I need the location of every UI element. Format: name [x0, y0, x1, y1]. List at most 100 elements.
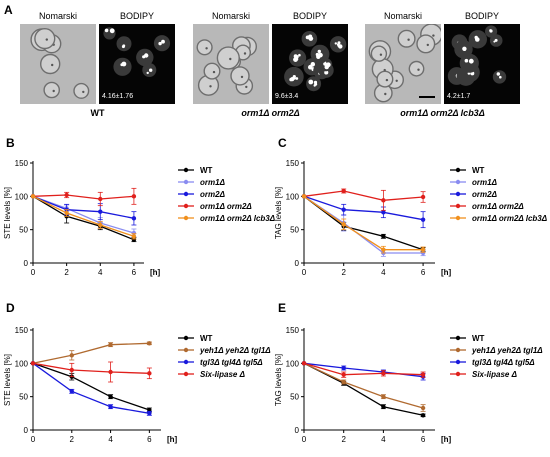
y-axis-label: STE levels [%]: [3, 354, 12, 406]
strain-label: orm1Δ orm2Δ: [241, 108, 300, 118]
nomarski-label: Nomarski: [383, 11, 422, 21]
data-point: [30, 194, 36, 199]
series-line: [303, 362, 424, 409]
x-axis-label: [h]: [441, 435, 452, 444]
data-point: [64, 192, 69, 198]
y-tick-label: 50: [290, 226, 299, 235]
data-point: [147, 341, 152, 346]
legend-swatch-point: [183, 191, 189, 197]
y-axis-label: TAG levels [%]: [274, 187, 283, 239]
x-tick-label: 6: [421, 435, 426, 444]
chart-c: C 0 50 100 150 0 2 4 6 [h] TAG levels [%] WT orm1Δ or…: [274, 136, 548, 277]
droplet-count-value: 4.16±1.76: [102, 93, 134, 100]
legend-swatch-point: [183, 335, 189, 341]
x-axis-label: [h]: [150, 268, 161, 277]
data-point: [98, 196, 103, 202]
chart-d: D 0 50 100 150 0 2 4 6 [h] STE levels [%] WT yeh1Δ y…: [3, 301, 271, 444]
data-point: [341, 207, 346, 212]
series-line: [303, 195, 424, 221]
legend-label: orm1Δ: [472, 178, 498, 187]
series-line: [303, 190, 424, 201]
y-tick-label: 100: [15, 192, 29, 201]
data-point: [108, 369, 113, 375]
y-tick-label: 100: [15, 359, 29, 368]
data-point: [420, 247, 426, 252]
y-tick-label: 150: [286, 159, 300, 168]
legend-swatch-point: [183, 359, 189, 365]
data-point: [341, 365, 346, 371]
y-tick-label: 100: [286, 192, 300, 201]
data-point: [341, 222, 346, 227]
nomarski-image: [365, 24, 441, 104]
bodipy-image: [99, 24, 175, 104]
legend-label: orm1Δ orm2Δ: [472, 202, 524, 211]
data-point: [381, 371, 386, 376]
bodipy-label: BODIPY: [292, 11, 327, 21]
legend-swatch-point: [183, 215, 189, 221]
series-line: [32, 194, 134, 200]
series-line: [32, 362, 150, 411]
x-tick-label: 2: [64, 268, 69, 277]
data-point: [420, 405, 426, 411]
panel-letter: C: [278, 136, 287, 150]
droplet-count-value: 9.6±3.4: [275, 93, 299, 100]
legend-swatch-point: [455, 371, 461, 377]
legend-label: Six-lipase Δ: [472, 370, 518, 379]
legend-swatch-point: [455, 347, 461, 353]
data-point: [131, 237, 137, 242]
y-tick-label: 0: [295, 426, 300, 435]
y-axis-label: TAG levels [%]: [274, 354, 283, 406]
data-point: [381, 394, 386, 399]
x-tick-label: 0: [31, 435, 36, 444]
panel-a-letter: A: [4, 3, 13, 17]
legend-label: WT: [472, 166, 485, 175]
data-point: [108, 404, 113, 409]
data-point: [147, 411, 152, 416]
legend-label: WT: [200, 334, 213, 343]
data-point: [301, 361, 307, 366]
legend-swatch-point: [183, 347, 189, 353]
data-point: [301, 194, 307, 199]
x-tick-label: 0: [302, 268, 307, 277]
legend-label: orm1Δ orm2Δ: [200, 202, 252, 211]
legend-label: Six-lipase Δ: [200, 370, 246, 379]
legend-label: orm2Δ: [472, 190, 498, 199]
series-line: [32, 195, 135, 234]
legend-label: orm1Δ orm2Δ lcb3Δ: [472, 214, 548, 223]
panel-letter: D: [6, 301, 15, 315]
y-tick-label: 100: [286, 359, 300, 368]
x-tick-label: 6: [132, 268, 137, 277]
data-point: [341, 372, 346, 377]
data-point: [341, 379, 346, 385]
chart-e: E 0 50 100 150 0 2 4 6 [h] TAG levels [%] WT yeh1Δ y…: [274, 301, 543, 444]
legend-swatch-point: [455, 191, 461, 197]
series-line: [32, 362, 150, 374]
legend-label: WT: [200, 166, 213, 175]
legend-label: tgl3Δ tgl4Δ tgl5Δ: [472, 358, 535, 367]
strain-label: WT: [90, 108, 105, 118]
x-tick-label: 2: [341, 435, 346, 444]
legend-swatch-point: [455, 167, 461, 173]
series-line: [303, 195, 424, 251]
y-tick-label: 50: [290, 393, 299, 402]
legend-swatch-point: [455, 359, 461, 365]
y-axis-label: STE levels [%]: [3, 187, 12, 239]
x-tick-label: 4: [98, 268, 103, 277]
bodipy-label: BODIPY: [464, 11, 499, 21]
data-point: [98, 222, 103, 228]
data-point: [381, 210, 386, 215]
legend-label: yeh1Δ yeh2Δ tgl1Δ: [471, 346, 543, 355]
data-point: [420, 250, 426, 256]
x-tick-label: 2: [70, 435, 75, 444]
data-point: [108, 394, 113, 399]
data-point: [108, 342, 113, 347]
chart-b: B 0 50 100 150 0 2 4 6 [h] STE levels [%] WT orm1Δ or…: [3, 136, 276, 277]
x-tick-label: 4: [108, 435, 113, 444]
legend-label: yeh1Δ yeh2Δ tgl1Δ: [199, 346, 271, 355]
series-line: [32, 195, 135, 219]
legend-swatch-point: [183, 371, 189, 377]
droplet-count-value: 4.2±1.7: [447, 93, 471, 100]
data-point: [64, 210, 69, 216]
y-tick-label: 0: [24, 426, 29, 435]
